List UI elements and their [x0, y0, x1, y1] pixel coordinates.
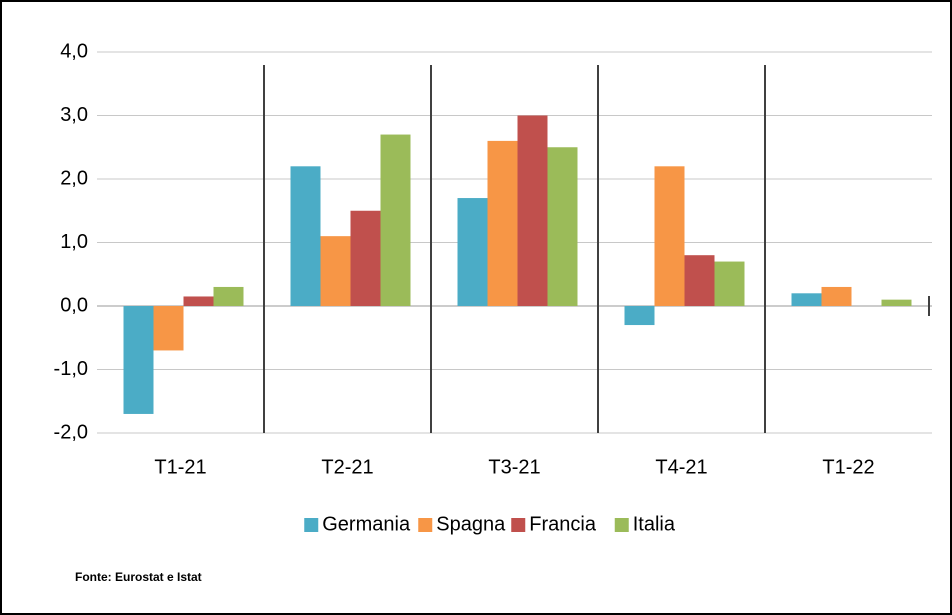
bar	[654, 166, 685, 306]
legend-swatch	[511, 518, 526, 532]
source-note: Fonte: Eurostat e Istat	[75, 570, 202, 584]
legend-label: Francia	[529, 513, 597, 535]
bar	[881, 299, 912, 306]
bar	[714, 261, 745, 306]
bar	[791, 293, 822, 306]
legend-swatch	[614, 518, 629, 532]
legend-label: Italia	[633, 513, 676, 535]
y-tick-label: -1,0	[54, 358, 88, 380]
bar	[821, 286, 852, 306]
bar	[624, 306, 655, 326]
y-tick-label: 3,0	[60, 104, 88, 126]
x-tick-label: T1-21	[154, 456, 206, 478]
bar	[487, 140, 518, 306]
bar	[153, 306, 184, 351]
x-tick-label: T2-21	[321, 456, 373, 478]
legend-swatch	[304, 518, 319, 532]
bar	[320, 236, 351, 306]
legend-label: Germania	[322, 513, 411, 535]
bar	[123, 306, 154, 414]
x-tick-label: T3-21	[488, 456, 540, 478]
bar	[547, 147, 578, 306]
y-tick-label: 1,0	[60, 231, 88, 253]
bar	[350, 210, 381, 306]
bar	[380, 134, 411, 306]
bar	[517, 115, 548, 306]
legend-label: Spagna	[436, 513, 506, 535]
x-tick-label: T1-22	[822, 456, 874, 478]
bar	[183, 296, 214, 306]
bar	[684, 255, 715, 306]
y-tick-label: -2,0	[54, 421, 88, 443]
x-tick-label: T4-21	[655, 456, 707, 478]
bar	[213, 286, 244, 306]
y-tick-label: 4,0	[60, 40, 88, 62]
legend-swatch	[418, 518, 433, 532]
bar	[457, 198, 488, 306]
bar	[290, 166, 321, 306]
y-tick-label: 0,0	[60, 294, 88, 316]
y-tick-label: 2,0	[60, 167, 88, 189]
